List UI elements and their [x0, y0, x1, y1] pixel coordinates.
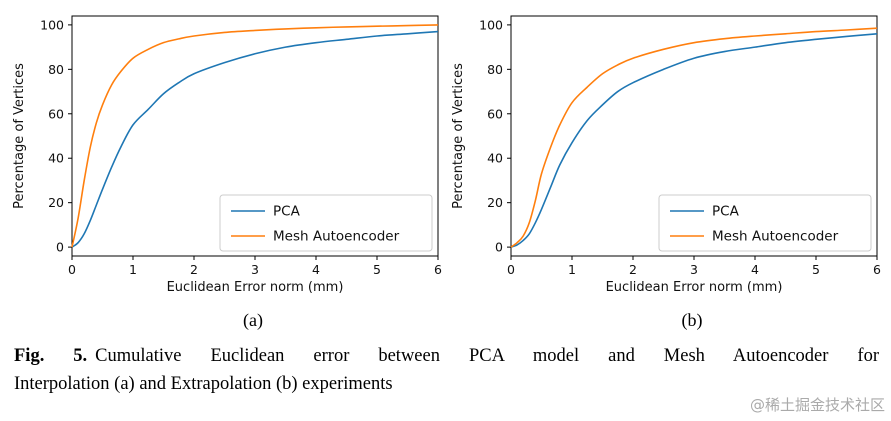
y-tick-label: 80: [48, 62, 64, 77]
x-tick-label: 4: [751, 262, 759, 277]
chart-a: 0 1 2 3 4 5 6 0 20 40 60 80 100 Euclidean Error norm …: [8, 4, 446, 331]
x-tick-label: 1: [129, 262, 137, 277]
legend-label-pca: PCA: [712, 204, 740, 220]
y-tick-label: 60: [487, 106, 503, 121]
x-tick-label: 2: [190, 262, 198, 277]
x-tick-label: 6: [873, 262, 881, 277]
series-pca: [510, 32, 878, 248]
x-tick-label: 4: [312, 262, 320, 277]
y-tick-label: 0: [495, 240, 503, 255]
x-tick-label: 0: [507, 262, 515, 277]
x-tick-label: 5: [373, 262, 381, 277]
legend-box: [219, 194, 433, 252]
y-tick-label: 100: [479, 17, 503, 32]
x-tick-label: 6: [434, 262, 442, 277]
figure-caption: Fig. 5. Cumulative Euclidean error betwee…: [14, 343, 879, 398]
figure-caption-label: Fig. 5.: [14, 346, 88, 366]
charts-row: 0 1 2 3 4 5 6 0 20 40 60 80 100 Euclidean Error norm …: [8, 4, 885, 331]
series-pca: [71, 30, 439, 248]
figure-caption-line1: Fig. 5. Cumulative Euclidean error betwee…: [14, 343, 879, 369]
y-tick-label: 100: [40, 17, 64, 32]
legend-label-mesh-autoencoder: Mesh Autoencoder: [712, 229, 839, 245]
y-tick-label: 0: [56, 240, 64, 255]
chart-b: 0 1 2 3 4 5 6 0 20 40 60 80 100 Euclidean Error norm …: [447, 4, 885, 331]
chart-a-sublabel: (a): [243, 310, 263, 330]
y-tick-label: 60: [48, 106, 64, 121]
figure-caption-text: Cumulative Euclidean error between PCA m…: [95, 346, 879, 366]
y-tick-label: 40: [48, 151, 64, 166]
y-axis-label: Percentage of Vertices: [451, 63, 466, 209]
watermark: @稀土掘金技术社区: [749, 396, 885, 414]
x-tick-label: 1: [568, 262, 576, 277]
series-mesh-autoencoder: [510, 27, 878, 248]
x-axis-label: Euclidean Error norm (mm): [167, 280, 344, 295]
legend-box: [658, 194, 872, 252]
y-tick-label: 20: [48, 195, 64, 210]
y-tick-label: 40: [487, 151, 503, 166]
series-mesh-autoencoder: [71, 24, 439, 248]
x-tick-label: 3: [690, 262, 698, 277]
y-tick-label: 20: [487, 195, 503, 210]
x-tick-label: 3: [251, 262, 259, 277]
x-tick-label: 2: [629, 262, 637, 277]
x-tick-label: 0: [68, 262, 76, 277]
y-tick-label: 80: [487, 62, 503, 77]
chart-b-sublabel: (b): [681, 310, 703, 330]
x-tick-label: 5: [812, 262, 820, 277]
figure-5: 0 1 2 3 4 5 6 0 20 40 60 80 100 Euclidean Error norm …: [8, 4, 885, 414]
legend-label-pca: PCA: [273, 204, 301, 220]
figure-caption-line2: Interpolation (a) and Extrapolation (b) …: [14, 374, 393, 395]
legend-label-mesh-autoencoder: Mesh Autoencoder: [273, 229, 400, 245]
x-axis-label: Euclidean Error norm (mm): [606, 280, 783, 295]
y-axis-label: Percentage of Vertices: [12, 63, 27, 209]
